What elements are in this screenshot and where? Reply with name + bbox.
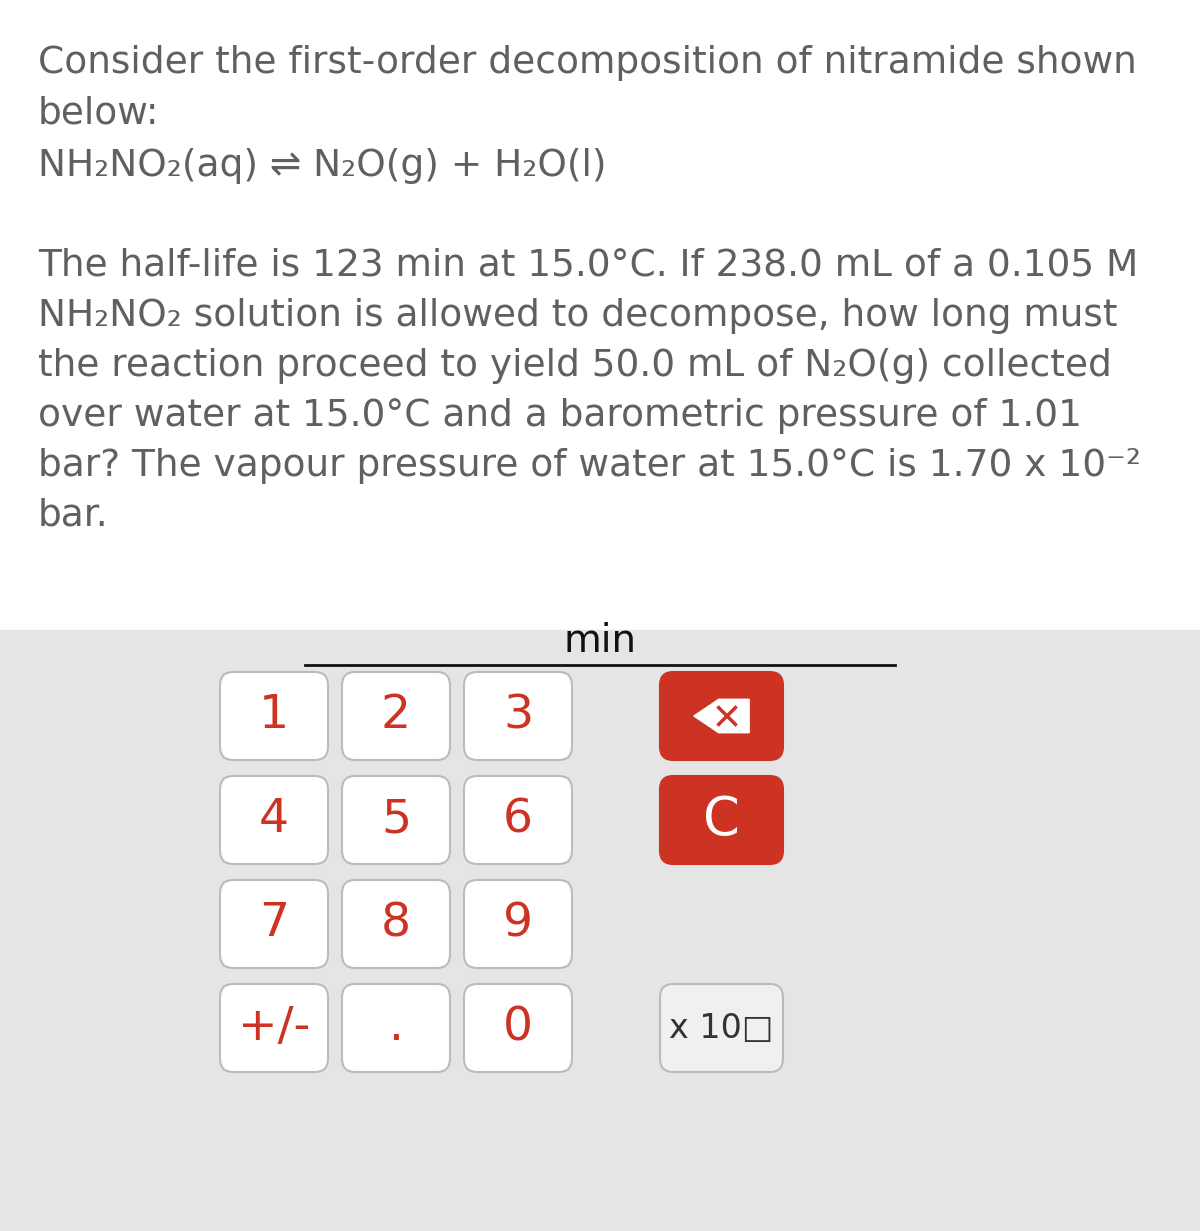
FancyBboxPatch shape xyxy=(464,880,572,968)
FancyBboxPatch shape xyxy=(464,984,572,1072)
FancyBboxPatch shape xyxy=(342,880,450,968)
FancyBboxPatch shape xyxy=(220,880,328,968)
FancyBboxPatch shape xyxy=(220,776,328,864)
FancyBboxPatch shape xyxy=(342,984,450,1072)
Text: bar.: bar. xyxy=(38,499,109,534)
FancyBboxPatch shape xyxy=(660,672,784,760)
Text: 3: 3 xyxy=(503,693,533,739)
FancyBboxPatch shape xyxy=(342,672,450,760)
FancyBboxPatch shape xyxy=(464,672,572,760)
Text: below:: below: xyxy=(38,95,160,130)
FancyBboxPatch shape xyxy=(342,776,450,864)
Text: 1: 1 xyxy=(259,693,289,739)
Text: NH₂NO₂(aq) ⇌ N₂O(g) + H₂O(l): NH₂NO₂(aq) ⇌ N₂O(g) + H₂O(l) xyxy=(38,148,606,183)
Bar xyxy=(0,0,1200,630)
Text: 6: 6 xyxy=(503,798,533,842)
FancyBboxPatch shape xyxy=(464,776,572,864)
FancyBboxPatch shape xyxy=(660,776,784,864)
Text: the reaction proceed to yield 50.0 mL of N₂O(g) collected: the reaction proceed to yield 50.0 mL of… xyxy=(38,348,1112,384)
Bar xyxy=(0,630,1200,1231)
Text: C: C xyxy=(703,794,740,846)
FancyBboxPatch shape xyxy=(660,984,784,1072)
Text: over water at 15.0°C and a barometric pressure of 1.01: over water at 15.0°C and a barometric pr… xyxy=(38,398,1082,435)
Text: +/-: +/- xyxy=(238,1006,310,1050)
Text: 5: 5 xyxy=(380,798,412,842)
FancyBboxPatch shape xyxy=(220,672,328,760)
Text: min: min xyxy=(564,622,636,660)
Text: 7: 7 xyxy=(259,901,289,947)
Text: bar? The vapour pressure of water at 15.0°C is 1.70 x 10⁻²: bar? The vapour pressure of water at 15.… xyxy=(38,448,1141,484)
Text: 0: 0 xyxy=(503,1006,533,1050)
Text: 4: 4 xyxy=(259,798,289,842)
Text: Consider the first-order decomposition of nitramide shown: Consider the first-order decomposition o… xyxy=(38,46,1136,81)
Text: NH₂NO₂ solution is allowed to decompose, how long must: NH₂NO₂ solution is allowed to decompose,… xyxy=(38,298,1117,334)
Text: 8: 8 xyxy=(380,901,412,947)
FancyBboxPatch shape xyxy=(220,984,328,1072)
Text: 9: 9 xyxy=(503,901,533,947)
Text: The half-life is 123 min at 15.0°C. If 238.0 mL of a 0.105 M: The half-life is 123 min at 15.0°C. If 2… xyxy=(38,247,1139,284)
Text: x 10□: x 10□ xyxy=(670,1012,774,1044)
Text: .: . xyxy=(389,1006,403,1050)
Text: 2: 2 xyxy=(380,693,412,739)
Polygon shape xyxy=(694,699,749,732)
